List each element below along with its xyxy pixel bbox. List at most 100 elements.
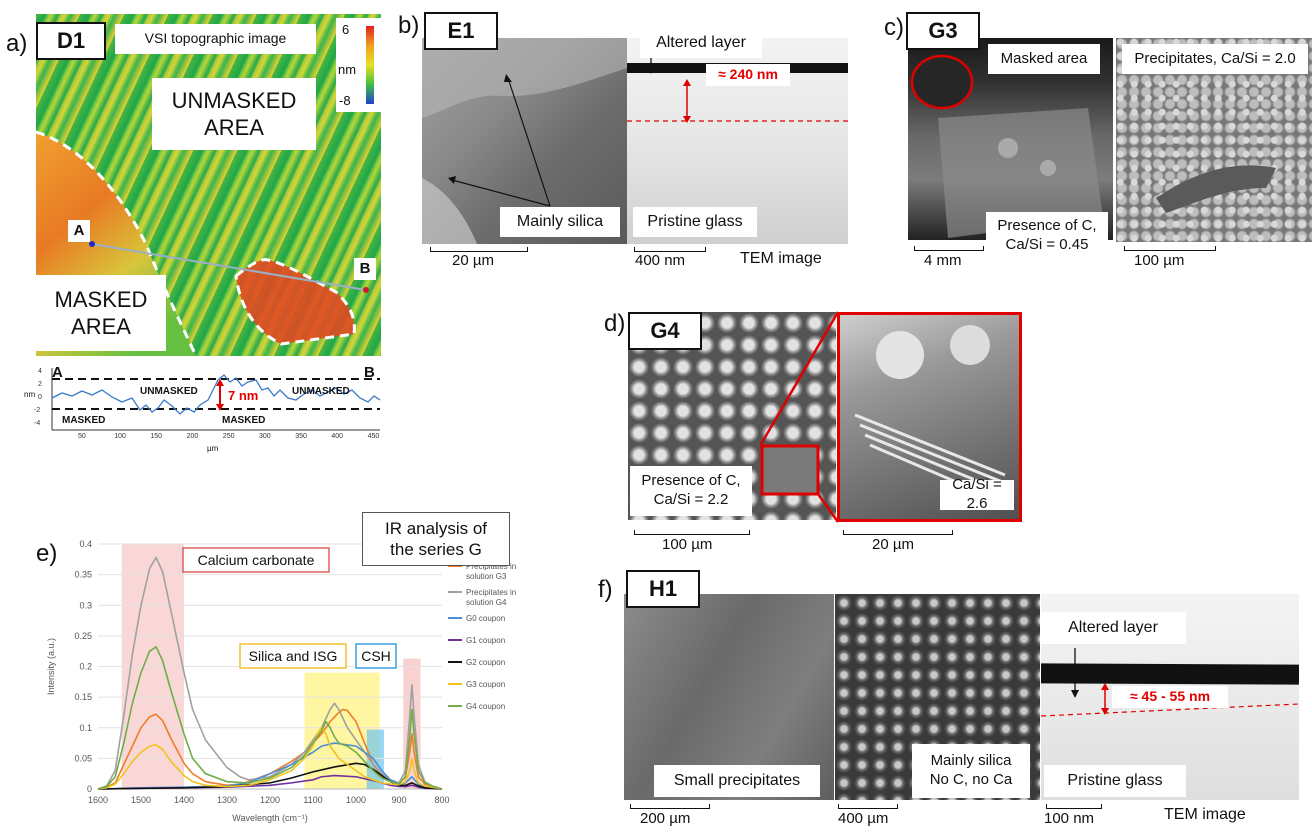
scale-400nm-text: 400 nm <box>635 252 686 269</box>
silica-label-box <box>239 643 347 669</box>
legend-entry: G0 coupon <box>466 614 505 623</box>
x-tick-label: 1100 <box>303 795 322 805</box>
altered-layer-label-h1: Altered layer <box>1040 612 1186 644</box>
scale-bar-20um <box>430 247 528 252</box>
profile-xtick: 250 <box>222 433 235 440</box>
profile-xtick: 50 <box>78 433 86 440</box>
profile-masked-2: MASKED <box>222 415 266 426</box>
panel-f-tag: H1 <box>626 570 700 608</box>
panel-e-label: e) <box>36 540 58 567</box>
height-profile: A B 7 nm UNMASKED UNMASKED MASKED MASKED… <box>22 360 387 455</box>
scale-100nm-text: 100 nm <box>1044 810 1095 827</box>
legend-entry: solution G4 <box>466 598 507 607</box>
csh-label-box <box>355 643 397 669</box>
scale-bar-100um-d <box>634 530 750 535</box>
colorbar: 6 nm -8 <box>336 18 382 112</box>
profile-ytick: 2 <box>38 381 42 388</box>
tem-image-label-f: TEM image <box>1164 806 1246 823</box>
profile-xtick: 300 <box>259 433 271 440</box>
y-axis-label: Intensity (a.u.) <box>46 638 56 695</box>
panel-b-tag: E1 <box>424 12 498 50</box>
colorbar-min: -8 <box>339 93 351 108</box>
profile-xtick: 450 <box>367 433 380 440</box>
x-tick-label: 1000 <box>346 795 366 805</box>
y-tick-label: 0.15 <box>74 692 92 702</box>
profile-step-label: 7 nm <box>228 388 259 403</box>
point-a-label: A <box>68 220 90 242</box>
panel-c-tag: G3 <box>906 12 980 50</box>
colorbar-max: 6 <box>342 22 350 37</box>
x-axis-label: Wavelength (cm⁻¹) <box>232 813 307 823</box>
profile-ytick: 0 <box>38 394 42 401</box>
scale-bar-20um-d <box>843 530 953 535</box>
y-tick-label: 0.4 <box>79 539 92 549</box>
panel-a-label: a) <box>6 30 28 57</box>
legend-entry: solution G3 <box>466 572 507 581</box>
csh-label: CSH <box>361 648 391 664</box>
profile-xtick: 200 <box>186 433 199 440</box>
scale-bar-400nm <box>634 247 706 252</box>
y-tick-label: 0.05 <box>74 753 92 763</box>
legend-entry: G2 coupon <box>466 658 505 667</box>
panel-b-label: b) <box>398 12 420 39</box>
legend-entry: G1 coupon <box>466 636 505 645</box>
ir-chart: 0 0.05 0.1 0.15 0.2 0.25 0.3 0.35 0.4 1600 1500 140… <box>40 530 560 830</box>
scale-400um-text: 400 µm <box>838 810 889 827</box>
scale-20um-text: 20 µm <box>452 252 494 269</box>
scale-100um-c-text: 100 µm <box>1134 252 1185 269</box>
profile-ytick: -4 <box>34 420 41 427</box>
profile-xtick: 100 <box>114 433 126 440</box>
panel-f-label: f) <box>598 576 613 603</box>
series-line <box>97 646 443 790</box>
colorbar-unit: nm <box>338 62 357 77</box>
mainly-silica-label-h1: Mainly silica No C, no Ca <box>912 744 1030 798</box>
scale-bar-400um <box>838 804 898 809</box>
profile-xtick: 400 <box>331 433 344 440</box>
x-tick-label: 1200 <box>260 795 280 805</box>
thickness-label: ≈ 240 nm <box>706 64 790 86</box>
carbonate-label-box <box>182 547 330 573</box>
panel-d-tag: G4 <box>628 312 702 350</box>
y-tick-label: 0.1 <box>79 723 92 733</box>
altered-layer-label: Altered layer <box>640 28 762 58</box>
small-precipitates-label: Small precipitates <box>654 765 820 797</box>
y-tick-label: 0.2 <box>79 662 92 672</box>
y-tick-label: 0.25 <box>74 631 92 641</box>
unmasked-area-label: UNMASKED AREA <box>152 78 316 150</box>
profile-ylabel: nm <box>24 390 36 399</box>
panel-d-label: d) <box>604 310 626 337</box>
scale-100um-d-text: 100 µm <box>662 536 713 553</box>
profile-unmasked-1: UNMASKED <box>140 386 198 397</box>
y-tick-label: 0.3 <box>79 600 92 610</box>
point-b-label: B <box>354 258 376 280</box>
ratio-label-g4: Ca/Si = 2.6 <box>940 476 1014 512</box>
mainly-silica-label: Mainly silica <box>500 207 620 237</box>
scale-bar-200um <box>630 804 710 809</box>
x-tick-label: 1300 <box>217 795 237 805</box>
x-tick-label: 800 <box>434 795 449 805</box>
precipitates-label-g3: Precipitates, Ca/Si = 2.0 <box>1122 44 1308 74</box>
legend-entry: G3 coupon <box>466 680 505 689</box>
profile-b-label: B <box>364 364 375 381</box>
zoom-connector <box>760 311 840 523</box>
masked-area-text: Masked area <box>988 44 1100 74</box>
x-tick-label: 1500 <box>131 795 151 805</box>
profile-unmasked-2: UNMASKED <box>292 386 350 397</box>
scale-4mm-text: 4 mm <box>924 252 962 269</box>
profile-ytick: -2 <box>34 407 41 414</box>
y-tick-label: 0 <box>87 784 92 794</box>
profile-xtick: 150 <box>150 433 163 440</box>
series-line <box>97 556 443 790</box>
x-tick-label: 900 <box>391 795 406 805</box>
y-tick-label: 0.35 <box>74 570 92 580</box>
scale-200um-text: 200 µm <box>640 810 691 827</box>
carbonate-label: Calcium carbonate <box>198 552 315 568</box>
thickness-label-h1: ≈ 45 - 55 nm <box>1112 686 1228 708</box>
scale-bar-4mm <box>914 246 984 251</box>
scale-20um-d-text: 20 µm <box>872 536 914 553</box>
profile-a-label: A <box>52 364 63 381</box>
panel-a-tag: D1 <box>36 22 106 60</box>
legend-entry: Precipitates in <box>466 588 516 597</box>
pristine-glass-label-h1: Pristine glass <box>1044 765 1186 797</box>
scale-bar-100nm <box>1046 804 1102 809</box>
